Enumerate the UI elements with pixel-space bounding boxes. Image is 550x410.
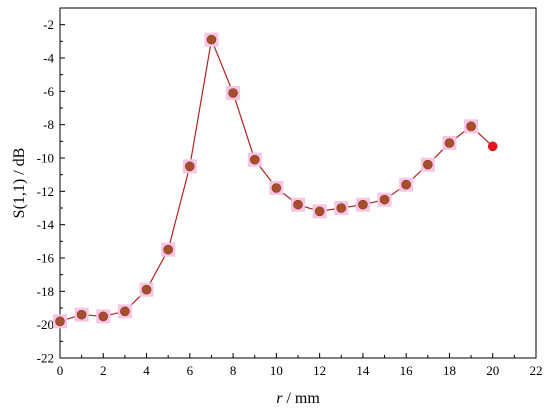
y-tick-label: -6 bbox=[43, 84, 54, 99]
data-point bbox=[271, 183, 282, 193]
x-axis-title: r / mm bbox=[276, 390, 320, 407]
data-series bbox=[53, 32, 498, 329]
x-tick-label: 22 bbox=[530, 363, 543, 378]
data-point bbox=[120, 306, 130, 317]
x-tick-label: 16 bbox=[400, 363, 414, 378]
data-point bbox=[487, 141, 498, 152]
y-tick-label: -12 bbox=[37, 184, 54, 199]
data-point bbox=[228, 88, 238, 98]
x-tick-label: 2 bbox=[100, 363, 107, 378]
y-tick-label: -18 bbox=[37, 284, 54, 299]
data-point bbox=[163, 244, 173, 255]
data-point bbox=[423, 159, 433, 170]
y-tick-label: -22 bbox=[37, 351, 54, 366]
y-tick-label: -14 bbox=[37, 217, 55, 232]
x-tick-label: 14 bbox=[356, 363, 370, 378]
data-point bbox=[293, 199, 303, 210]
data-point bbox=[444, 138, 455, 148]
y-axis-title: S(1,1) / dB bbox=[11, 148, 28, 219]
data-point bbox=[249, 154, 260, 165]
data-point bbox=[206, 34, 217, 45]
data-point bbox=[358, 199, 368, 210]
data-point bbox=[141, 284, 152, 295]
x-tick-label: 4 bbox=[143, 363, 150, 378]
x-tick-label: 6 bbox=[187, 363, 194, 378]
x-tick-label: 18 bbox=[443, 363, 456, 378]
data-point bbox=[55, 316, 65, 327]
axis-ticks bbox=[59, 24, 537, 359]
x-tick-label: 0 bbox=[57, 363, 64, 378]
data-point bbox=[336, 203, 347, 213]
y-tick-label: -20 bbox=[37, 317, 54, 332]
data-point bbox=[401, 179, 411, 190]
x-tick-label: 8 bbox=[230, 363, 237, 378]
series-line bbox=[59, 37, 494, 322]
y-tick-label: -4 bbox=[43, 51, 54, 66]
data-point bbox=[98, 311, 109, 322]
data-point bbox=[76, 309, 87, 320]
x-tick-label: 10 bbox=[270, 363, 283, 378]
data-point bbox=[466, 121, 476, 132]
y-tick-label: -10 bbox=[37, 151, 54, 166]
x-tick-label: 12 bbox=[313, 363, 326, 378]
x-tick-label: 20 bbox=[486, 363, 499, 378]
data-point bbox=[314, 206, 325, 217]
tick-labels: 0 2 4 6 8 10 12 14 16 18 20 22 -22 -20 -18 -16 -14 -12 -10… bbox=[37, 17, 543, 378]
y-tick-label: -2 bbox=[43, 17, 54, 32]
data-point bbox=[185, 161, 195, 172]
y-tick-label: -8 bbox=[43, 117, 54, 132]
y-tick-label: -16 bbox=[37, 251, 55, 266]
data-point bbox=[379, 194, 390, 205]
